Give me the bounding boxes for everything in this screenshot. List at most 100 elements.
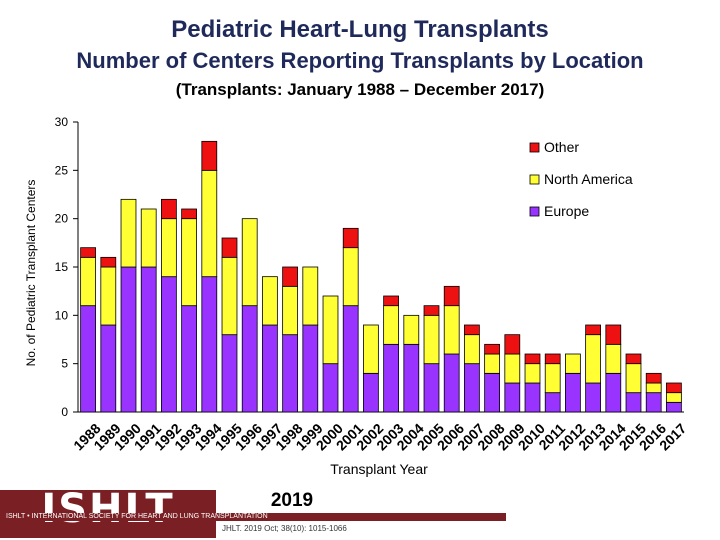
bar-europe-1999	[302, 324, 319, 413]
bar-other-2009	[504, 334, 521, 355]
bar-other-2015	[625, 353, 642, 365]
chart-subtitle: Number of Centers Reporting Transplants …	[76, 48, 644, 73]
bar-europe-1992	[161, 276, 177, 413]
bar-north-america-2010	[524, 363, 541, 384]
bar-other-2007	[464, 324, 480, 336]
bar-north-america-2003	[383, 305, 399, 345]
bar-north-america-2005	[423, 314, 440, 365]
bar-north-america-1992	[161, 218, 177, 278]
legend-label-europe: Europe	[544, 203, 589, 219]
y-tick-label: 15	[55, 260, 69, 274]
bar-other-2010	[524, 353, 541, 365]
bar-north-america-2011	[544, 363, 561, 394]
bar-europe-2012	[565, 372, 581, 413]
bar-europe-1993	[181, 305, 197, 413]
bar-other-2011	[544, 353, 561, 365]
bar-europe-2010	[524, 382, 541, 413]
y-axis-label: No. of Pediatric Transplant Centers	[24, 180, 38, 367]
bar-europe-2009	[504, 382, 521, 413]
bar-other-1995	[221, 237, 238, 258]
bar-europe-2017	[666, 401, 682, 413]
bar-europe-1997	[262, 324, 278, 413]
bar-other-1989	[100, 256, 117, 268]
bar-other-2006	[443, 285, 460, 307]
bar-north-america-1991	[140, 208, 157, 268]
y-tick-label: 10	[55, 308, 69, 322]
report-year: 2019	[270, 490, 314, 511]
bar-other-2005	[423, 305, 440, 316]
bar-other-1998	[282, 266, 298, 287]
bar-north-america-1988	[80, 256, 96, 307]
bar-europe-2011	[544, 392, 561, 413]
bar-other-2008	[484, 343, 500, 355]
bar-europe-1989	[100, 324, 117, 413]
legend-label-north-america: North America	[544, 171, 633, 187]
bar-other-1993	[181, 208, 197, 220]
x-axis-label: Transplant Year	[330, 461, 428, 477]
bar-north-america-2009	[504, 353, 521, 384]
journal-citation: JHLT. 2019 Oct; 38(10): 1015-1066	[222, 524, 347, 533]
bar-europe-2015	[625, 392, 642, 413]
bar-north-america-2008	[484, 353, 500, 374]
bar-europe-1991	[140, 266, 157, 413]
bar-north-america-1999	[302, 266, 319, 326]
bar-north-america-1994	[201, 169, 218, 278]
bar-north-america-1998	[282, 285, 298, 336]
bar-north-america-2007	[464, 334, 480, 365]
bar-north-america-2017	[666, 392, 682, 403]
legend-swatch-europe	[529, 206, 540, 217]
bar-europe-2005	[423, 363, 440, 413]
bar-north-america-2014	[605, 343, 622, 374]
bar-europe-1990	[120, 266, 137, 413]
legend-swatch-north-america	[529, 174, 540, 185]
bar-north-america-1997	[262, 276, 278, 326]
bar-north-america-2002	[363, 324, 379, 374]
society-name: ISHLT • INTERNATIONAL SOCIETY FOR HEART …	[0, 513, 506, 521]
bar-europe-2004	[403, 343, 420, 413]
y-tick-label: 25	[55, 163, 69, 177]
bar-north-america-1990	[120, 198, 137, 268]
bar-europe-2007	[464, 363, 480, 413]
bar-north-america-1989	[100, 266, 117, 326]
bar-north-america-2001	[342, 247, 359, 307]
bar-other-2013	[585, 324, 601, 336]
bar-other-2003	[383, 295, 399, 307]
bar-other-2001	[342, 227, 359, 249]
bar-north-america-2006	[443, 305, 460, 355]
ishlt-logo-text: ISHLT	[41, 490, 175, 532]
bar-north-america-2012	[565, 353, 581, 374]
bar-europe-1988	[80, 305, 96, 413]
legend-label-other: Other	[544, 139, 579, 155]
bar-other-2017	[666, 382, 682, 394]
bar-north-america-2013	[585, 334, 601, 384]
y-tick-label: 20	[55, 212, 69, 226]
bar-europe-1996	[241, 305, 258, 413]
bar-north-america-2004	[403, 314, 420, 345]
bar-other-2016	[645, 372, 662, 384]
bar-europe-2014	[605, 372, 622, 413]
bar-europe-2016	[645, 392, 662, 413]
bar-europe-2003	[383, 343, 399, 413]
y-tick-label: 0	[61, 405, 68, 419]
bar-europe-1995	[221, 334, 238, 413]
legend-swatch-other	[529, 142, 540, 153]
bar-north-america-1993	[181, 218, 197, 307]
bar-north-america-2016	[645, 382, 662, 394]
y-tick-label: 30	[55, 115, 69, 129]
page-title: Pediatric Heart-Lung Transplants	[171, 16, 549, 43]
bar-north-america-2000	[322, 295, 339, 365]
bar-other-2014	[605, 324, 622, 345]
bar-other-1988	[80, 247, 96, 258]
bar-europe-1998	[282, 334, 298, 413]
bar-europe-2006	[443, 353, 460, 413]
bar-europe-2002	[363, 372, 379, 413]
bar-europe-2013	[585, 382, 601, 413]
bar-europe-2008	[484, 372, 500, 413]
bar-other-1994	[201, 140, 218, 171]
bar-north-america-1996	[241, 218, 258, 307]
y-tick-label: 5	[61, 357, 68, 371]
bar-europe-2000	[322, 363, 339, 413]
bar-europe-2001	[342, 305, 359, 413]
bar-europe-1994	[201, 276, 218, 413]
